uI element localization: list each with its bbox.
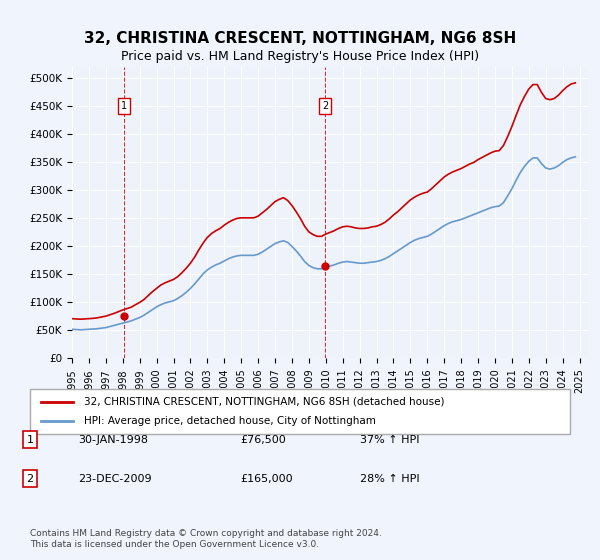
Text: Contains HM Land Registry data © Crown copyright and database right 2024.
This d: Contains HM Land Registry data © Crown c… (30, 529, 382, 549)
Text: £76,500: £76,500 (240, 435, 286, 445)
Text: 2: 2 (322, 101, 329, 111)
FancyBboxPatch shape (30, 389, 570, 434)
Text: 30-JAN-1998: 30-JAN-1998 (78, 435, 148, 445)
Text: 32, CHRISTINA CRESCENT, NOTTINGHAM, NG6 8SH: 32, CHRISTINA CRESCENT, NOTTINGHAM, NG6 … (84, 31, 516, 46)
Text: 2: 2 (26, 474, 34, 484)
Text: Price paid vs. HM Land Registry's House Price Index (HPI): Price paid vs. HM Land Registry's House … (121, 50, 479, 63)
Text: £165,000: £165,000 (240, 474, 293, 484)
Text: 23-DEC-2009: 23-DEC-2009 (78, 474, 152, 484)
Text: 1: 1 (26, 435, 34, 445)
Text: HPI: Average price, detached house, City of Nottingham: HPI: Average price, detached house, City… (84, 417, 376, 427)
Text: 37% ↑ HPI: 37% ↑ HPI (360, 435, 419, 445)
Text: 28% ↑ HPI: 28% ↑ HPI (360, 474, 419, 484)
Text: 1: 1 (121, 101, 127, 111)
Text: 32, CHRISTINA CRESCENT, NOTTINGHAM, NG6 8SH (detached house): 32, CHRISTINA CRESCENT, NOTTINGHAM, NG6 … (84, 396, 445, 407)
